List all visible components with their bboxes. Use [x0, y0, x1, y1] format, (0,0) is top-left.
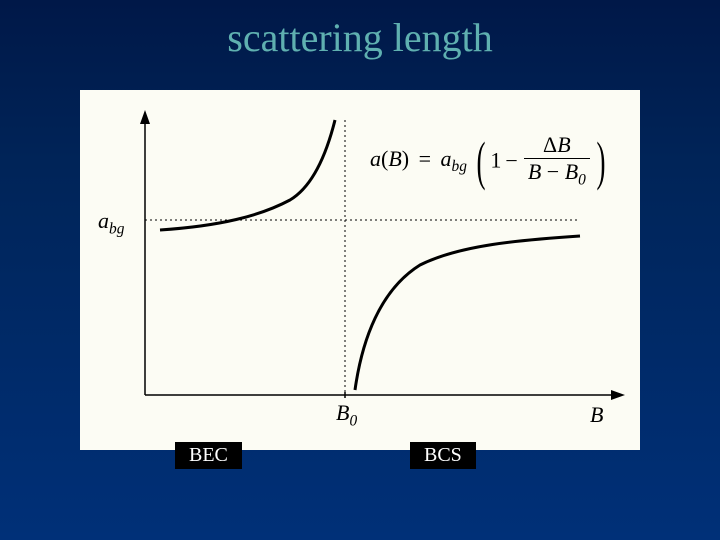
- fraction: ΔB B − B0: [524, 132, 590, 189]
- bec-label: BEC: [175, 442, 242, 469]
- f-a2: a: [441, 146, 452, 171]
- f-B1: B: [388, 146, 401, 171]
- f-dB: B: [557, 132, 570, 157]
- b0-label-sub: 0: [349, 412, 357, 429]
- f-minus1: −: [505, 148, 517, 173]
- y-axis-arrow: [140, 110, 150, 124]
- x-label-b: B: [590, 402, 603, 427]
- x-axis-label: B: [590, 402, 603, 428]
- curve-right: [355, 236, 580, 390]
- y-label-sub: bg: [109, 220, 124, 237]
- f-eq: =: [419, 146, 431, 171]
- curve-left: [160, 120, 335, 230]
- b0-label: B0: [336, 400, 357, 430]
- page-title: scattering length: [0, 14, 720, 61]
- f-den-sub: 0: [578, 171, 586, 188]
- f-one: 1: [490, 148, 501, 173]
- b0-label-b: B: [336, 400, 349, 425]
- lparen-icon: (: [477, 136, 486, 186]
- f-a: a: [370, 146, 381, 171]
- y-label-a: a: [98, 208, 109, 233]
- f-denB2: B: [565, 159, 578, 184]
- x-axis-arrow: [611, 390, 625, 400]
- chart-panel: abg B0 B a(B) = abg (1− ΔB B − B0 ): [80, 90, 640, 450]
- formula: a(B) = abg (1− ΔB B − B0 ): [370, 132, 610, 189]
- f-denB1: B: [528, 159, 541, 184]
- rparen-icon: ): [596, 136, 605, 186]
- y-axis-label: abg: [98, 208, 124, 238]
- f-delta: Δ: [543, 132, 557, 157]
- f-minus2: −: [547, 159, 559, 184]
- f-abg-sub: bg: [452, 158, 467, 175]
- bcs-label: BCS: [410, 442, 476, 469]
